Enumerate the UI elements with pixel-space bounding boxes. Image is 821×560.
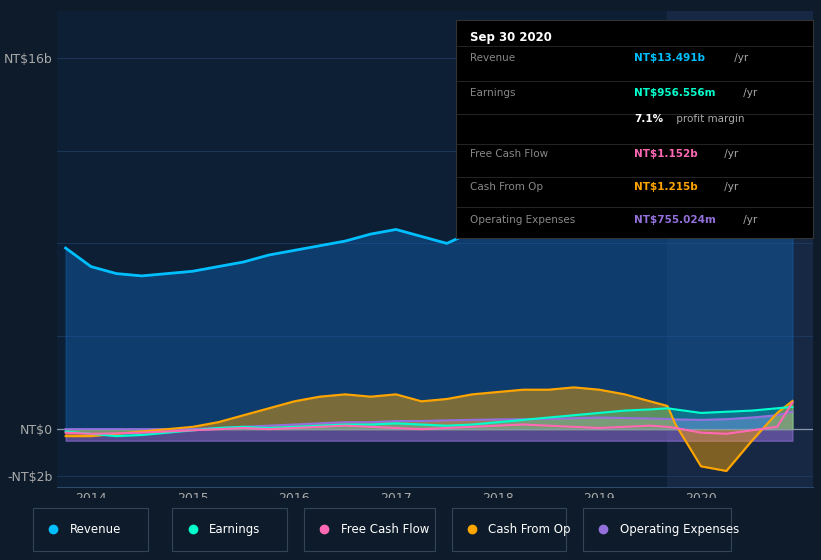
- Text: Free Cash Flow: Free Cash Flow: [470, 150, 548, 160]
- Text: NT$13.491b: NT$13.491b: [635, 53, 705, 63]
- Text: /yr: /yr: [721, 150, 738, 160]
- Text: profit margin: profit margin: [672, 114, 745, 124]
- Text: Revenue: Revenue: [470, 53, 515, 63]
- Text: NT$956.556m: NT$956.556m: [635, 88, 716, 98]
- Text: /yr: /yr: [731, 53, 748, 63]
- Text: Earnings: Earnings: [209, 522, 261, 536]
- Text: /yr: /yr: [741, 215, 758, 225]
- Text: NT$755.024m: NT$755.024m: [635, 215, 716, 225]
- Text: NT$1.152b: NT$1.152b: [635, 150, 698, 160]
- Bar: [667, 11, 813, 487]
- Text: Cash From Op: Cash From Op: [488, 522, 571, 536]
- Text: /yr: /yr: [741, 88, 758, 98]
- Text: Operating Expenses: Operating Expenses: [470, 215, 576, 225]
- Text: Cash From Op: Cash From Op: [470, 182, 543, 192]
- Text: /yr: /yr: [721, 182, 738, 192]
- Text: NT$1.215b: NT$1.215b: [635, 182, 698, 192]
- Text: Revenue: Revenue: [70, 522, 122, 536]
- Text: Sep 30 2020: Sep 30 2020: [470, 30, 552, 44]
- Text: Earnings: Earnings: [470, 88, 516, 98]
- Text: Operating Expenses: Operating Expenses: [620, 522, 739, 536]
- Text: Free Cash Flow: Free Cash Flow: [341, 522, 429, 536]
- Text: 7.1%: 7.1%: [635, 114, 663, 124]
